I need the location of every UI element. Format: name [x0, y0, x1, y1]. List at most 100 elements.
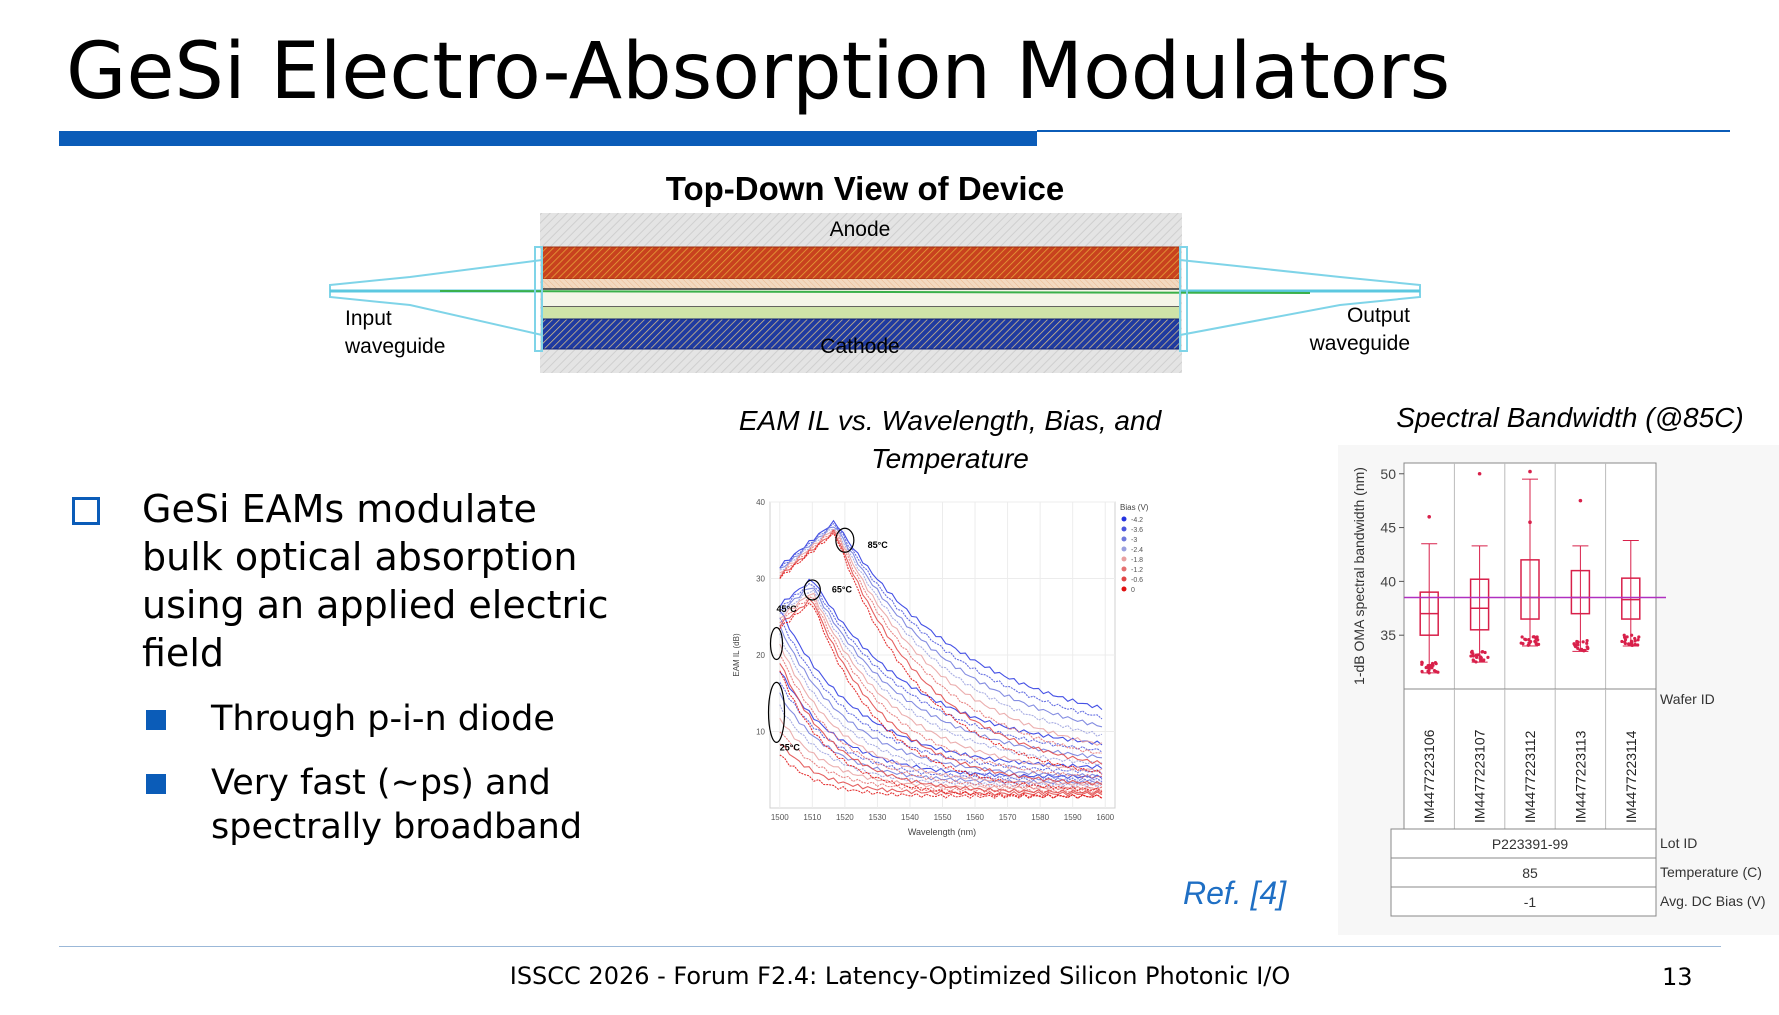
il-legend-marker: [1121, 526, 1127, 532]
device-layout-figure: [329, 213, 1421, 373]
input-label-line1: Input: [345, 307, 392, 330]
reference-link: Ref. [4]: [1183, 875, 1287, 911]
il-x-tick-label: 1540: [901, 813, 919, 822]
hollow-square-bullet-icon: [72, 497, 100, 525]
il-legend-item: 0: [1131, 587, 1135, 594]
il-y-tick-label: 10: [756, 728, 765, 737]
filled-square-bullet-icon: [146, 774, 166, 794]
boxplot-point: [1529, 639, 1533, 644]
boxplot-point: [1629, 640, 1634, 644]
output-label-line1: Output: [1346, 304, 1410, 327]
anode-label: Anode: [829, 218, 891, 241]
meta-row: [1390, 828, 1657, 859]
boxplot-point: [1585, 639, 1589, 643]
il-legend-item: -0.6: [1131, 577, 1143, 584]
il-legend-marker: [1121, 586, 1127, 592]
il-series-85°C-bias--0.6: [779, 529, 1103, 765]
footer-rule: [59, 946, 1721, 947]
title-underline-bar: [59, 131, 1037, 146]
boxplot-point: [1637, 635, 1641, 639]
boxplot-point: [1630, 643, 1634, 647]
page-number: 13: [1662, 963, 1693, 991]
il-legend-item: -4.2: [1131, 517, 1143, 524]
sub-bullet-1: Through p-i-n diode: [211, 699, 555, 739]
il-series-65°C-bias--1.8: [779, 592, 1103, 773]
device-figure-title: Top-Down View of Device: [665, 170, 1065, 207]
wafer-id-header: Wafer ID: [1660, 691, 1715, 707]
il-series-65°C-bias--3.6: [779, 583, 1103, 753]
meta-value: P223391-99: [1492, 836, 1569, 852]
boxplot-point: [1471, 658, 1475, 662]
il-legend-marker: [1121, 576, 1127, 582]
il-series-45°C-bias--3: [779, 624, 1103, 779]
boxplot-point: [1526, 643, 1530, 647]
input-label: Input waveguide: [345, 305, 445, 361]
boxplot-point: [1585, 641, 1589, 645]
boxplot-point: [1531, 635, 1535, 639]
boxplot-point: [1434, 662, 1438, 666]
il-series-65°C-bias--2.4: [779, 589, 1103, 767]
boxplot-point: [1420, 662, 1424, 666]
boxplot-point: [1477, 653, 1481, 657]
il-series-45°C-bias--1.2: [779, 654, 1103, 791]
output-label-line2: waveguide: [1309, 332, 1410, 355]
il-annotation-ellipse: [769, 626, 784, 661]
il-legend-item: -1.8: [1131, 557, 1143, 564]
boxplot-point: [1575, 643, 1580, 647]
il-x-tick-label: 1560: [966, 813, 984, 822]
boxplot-point: [1427, 668, 1431, 672]
il-legend-marker: [1121, 516, 1127, 522]
boxplot-point: [1633, 639, 1637, 643]
wafer-id-label: IM4477223112: [1522, 730, 1538, 823]
boxplot-point: [1636, 643, 1640, 647]
optical-mode-line: [439, 290, 1311, 294]
bandwidth-chart-title: Spectral Bandwidth (@85C): [1396, 402, 1744, 433]
il-legend-marker: [1121, 556, 1127, 562]
boxplot-point: [1430, 661, 1435, 666]
boxplot-box: [1469, 578, 1490, 631]
cathode-electrode: [541, 318, 1181, 350]
boxplot-y-tick-label: 45: [1380, 520, 1396, 536]
il-annotation-ellipse: [803, 579, 821, 601]
bullet-main-line-1: GeSi EAMs modulate: [142, 487, 537, 531]
boxplot-box: [1520, 559, 1540, 620]
il-y-axis-label: EAM IL (dB): [732, 633, 741, 677]
il-series-45°C-bias--0.6: [779, 663, 1103, 795]
sub-bullet-2-line-1: Very fast (~ps) and: [211, 763, 551, 803]
boxplot-box: [1570, 569, 1591, 615]
il-series-85°C-bias--3: [779, 526, 1103, 728]
meta-value: -1: [1524, 894, 1537, 910]
boxplot-point: [1480, 650, 1485, 654]
wafer-id-label: IM4477223114: [1623, 730, 1639, 823]
sub-bullet-2-line-2: spectrally broadband: [211, 807, 583, 847]
boxplot-point: [1478, 656, 1482, 660]
boxplot-point: [1633, 642, 1637, 647]
boxplot-point: [1430, 666, 1434, 670]
boxplot-point: [1426, 664, 1430, 668]
boxplot-point: [1536, 638, 1540, 642]
il-series-25°C-bias--1.2: [779, 731, 1103, 794]
boxplot-point: [1483, 650, 1487, 655]
filled-square-bullet-icon: [146, 710, 166, 730]
wafer-id-label: IM4477223106: [1421, 729, 1437, 823]
boxplot-y-tick-label: 40: [1380, 573, 1396, 589]
il-x-axis-label: Wavelength (nm): [908, 827, 976, 837]
spectral-bandwidth-boxplot: 35 40 45 50 1-dB OMA spectral bandwidth (nm)…: [1338, 445, 1779, 935]
il-legend-marker: [1121, 546, 1127, 552]
il-x-tick-label: 1550: [934, 813, 952, 822]
boxplot-point: [1623, 641, 1627, 646]
boxplot-outlier: [1578, 498, 1583, 503]
boxplot-point: [1578, 648, 1582, 652]
bullet-main-line-2: bulk optical absorption: [142, 535, 578, 579]
boxplot-point: [1482, 658, 1486, 662]
boxplot-point: [1575, 640, 1579, 644]
il-y-tick-label: 20: [756, 651, 765, 660]
il-y-tick-label: 40: [756, 498, 765, 507]
slide-title: GeSi Electro-Absorption Modulators: [66, 27, 1451, 117]
wafer-id-label: IM4477223107: [1472, 729, 1488, 823]
il-x-tick-label: 1500: [771, 813, 789, 822]
boxplot-point: [1636, 638, 1640, 642]
il-temperature-label: 85°C: [868, 540, 889, 550]
il-x-tick-label: 1510: [803, 813, 821, 822]
il-legend-item: -1.2: [1131, 567, 1143, 574]
